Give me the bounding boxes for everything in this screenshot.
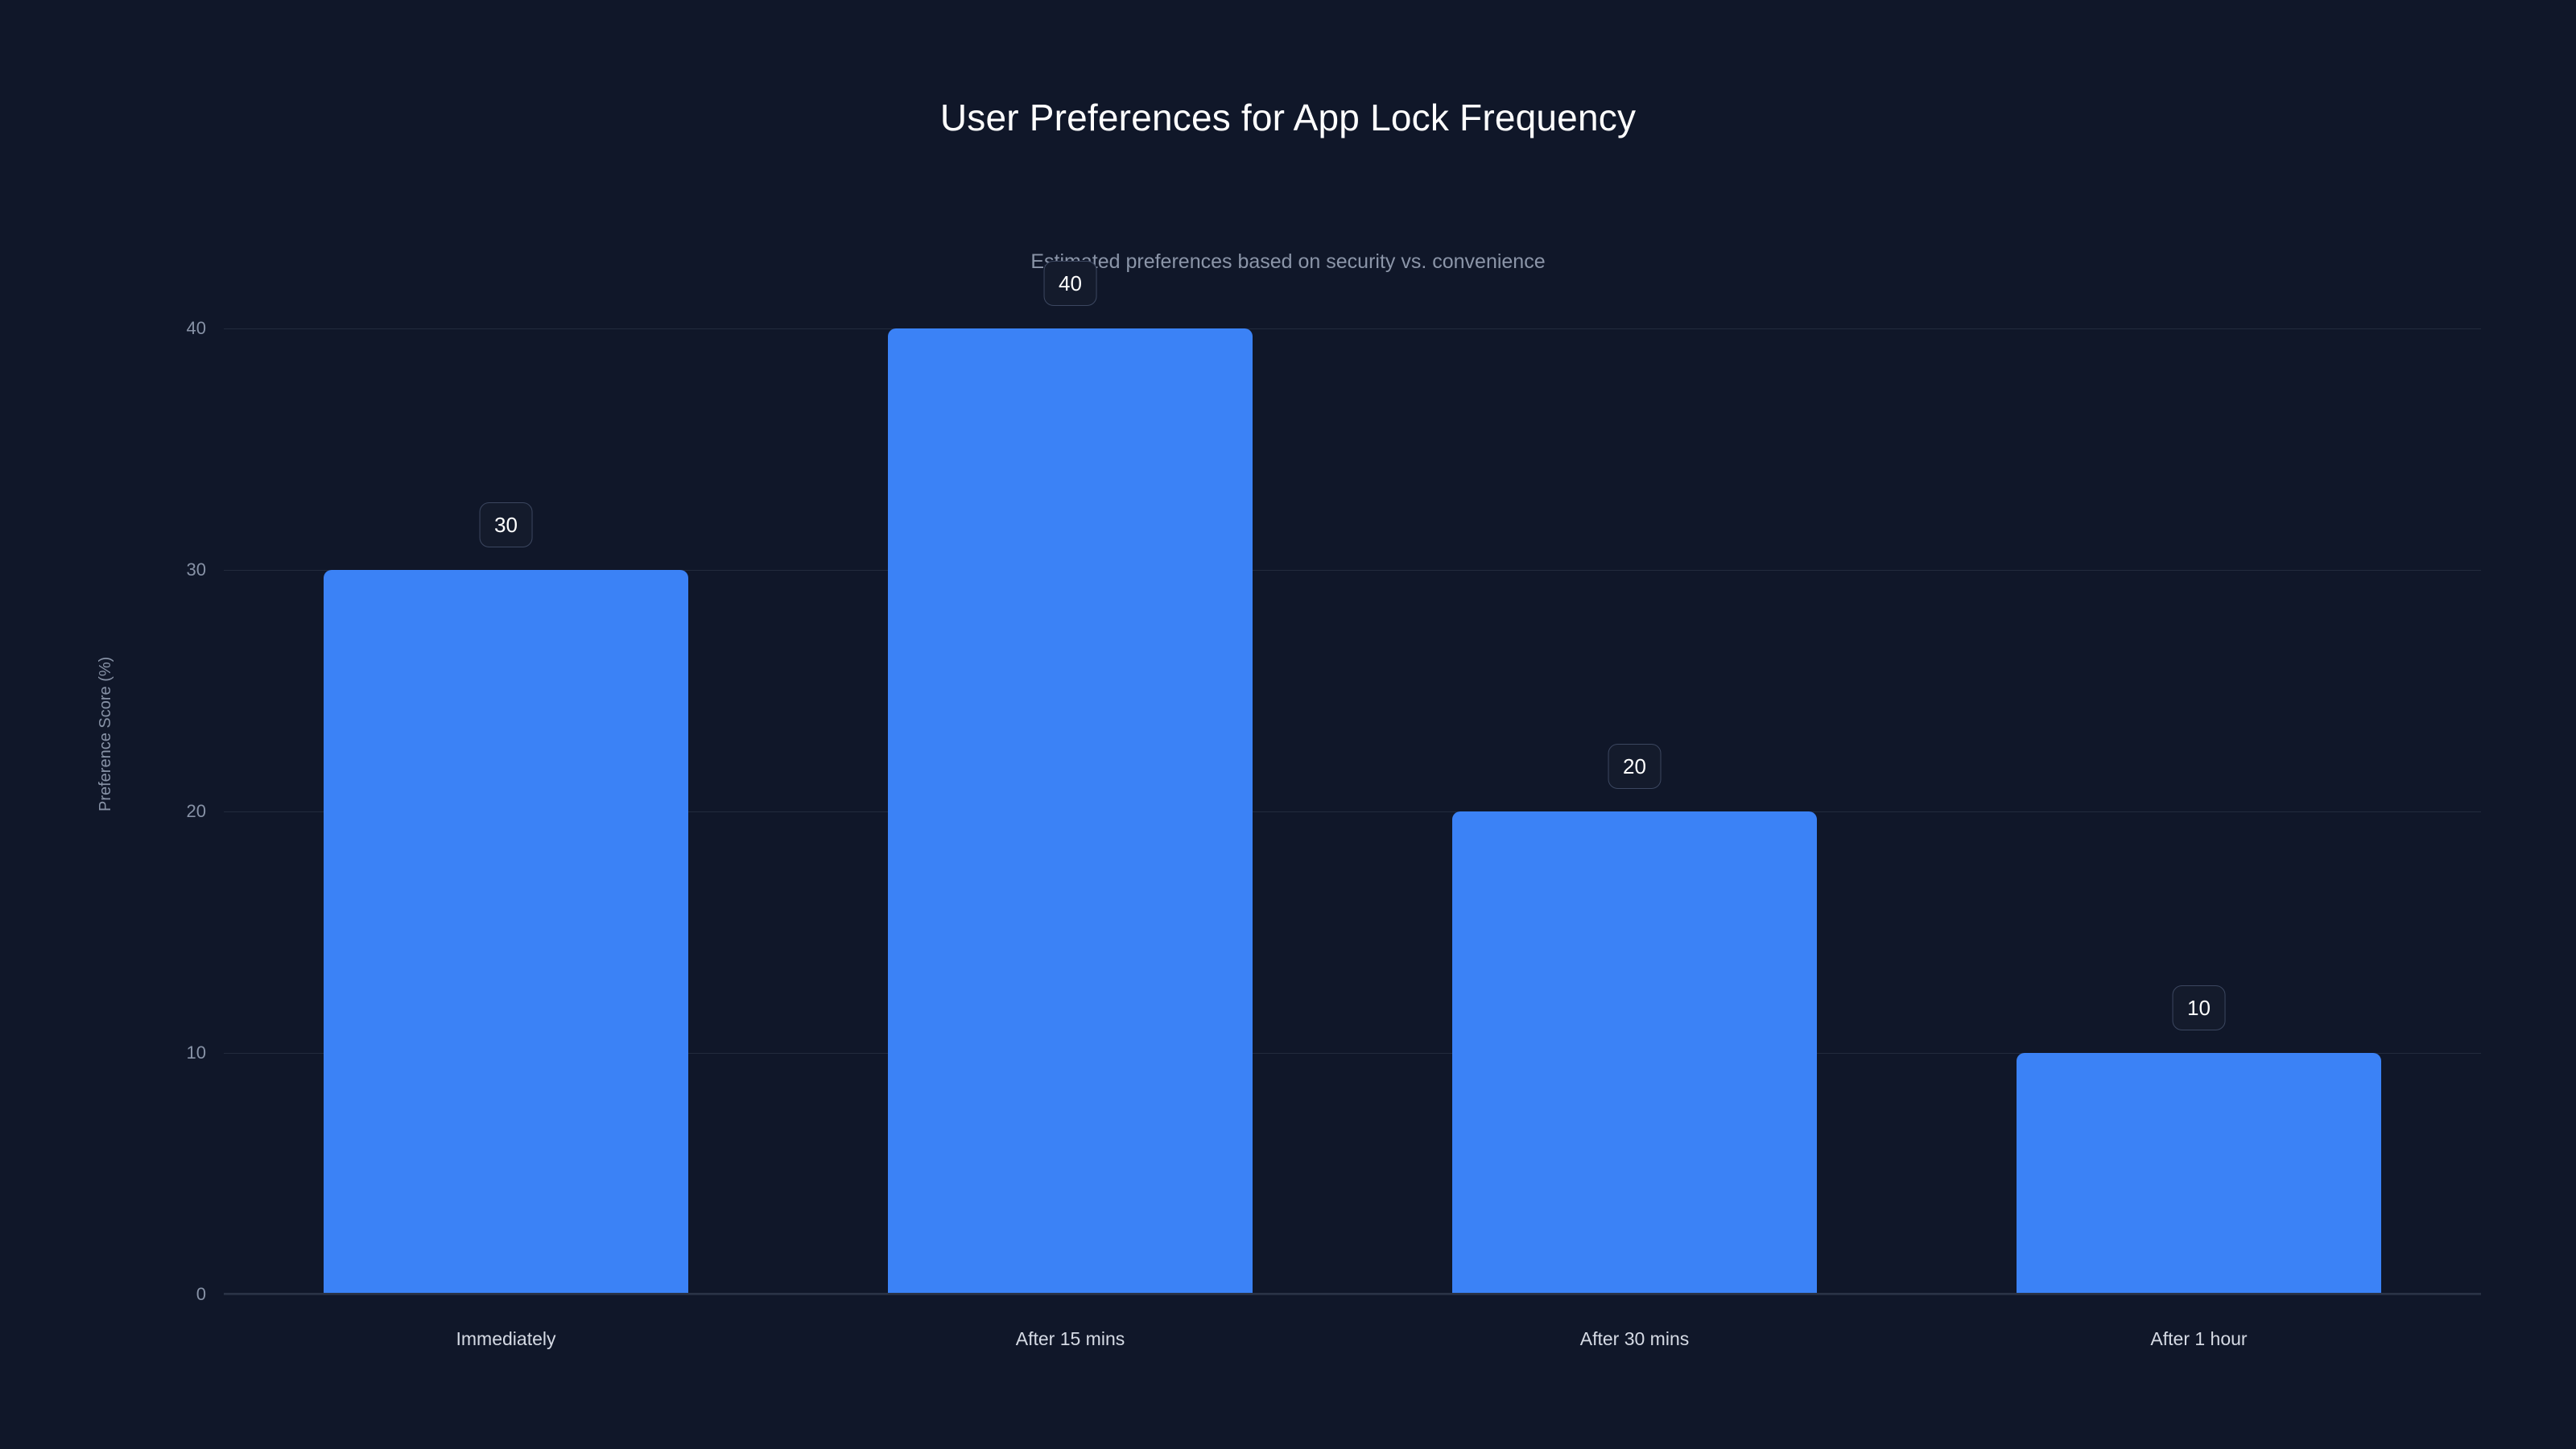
x-tick-label: After 1 hour (2150, 1328, 2248, 1349)
y-tick-label: 30 (186, 559, 206, 580)
gridline (224, 570, 2481, 571)
chart-subtitle: Estimated preferences based on security … (1030, 250, 1546, 273)
y-tick-label: 10 (186, 1042, 206, 1063)
gridline (224, 1294, 2481, 1295)
gridline (224, 328, 2481, 329)
chart-title: User Preferences for App Lock Frequency (939, 97, 1637, 138)
x-tick-label: After 30 mins (1579, 1328, 1690, 1349)
gridline (224, 811, 2481, 812)
plot-area (224, 328, 2481, 1295)
bar[interactable] (888, 328, 1253, 1294)
bar[interactable] (1452, 811, 1817, 1294)
bar-value-badge: 40 (1043, 261, 1097, 306)
bar[interactable] (2017, 1053, 2381, 1294)
bar-value-badge: 30 (479, 502, 533, 547)
bar-value-badge: 20 (1608, 744, 1662, 789)
gridline (224, 1053, 2481, 1054)
x-tick-label: After 15 mins (1015, 1328, 1125, 1349)
bar[interactable] (324, 570, 688, 1294)
x-tick-label: Immediately (456, 1328, 556, 1349)
y-tick-label: 20 (186, 801, 206, 821)
bar-value-badge: 10 (2172, 985, 2226, 1030)
y-tick-label: 40 (186, 318, 206, 338)
x-axis-baseline (224, 1293, 2481, 1294)
y-axis-title: Preference Score (%) (97, 656, 114, 811)
y-tick-label: 0 (196, 1284, 206, 1304)
